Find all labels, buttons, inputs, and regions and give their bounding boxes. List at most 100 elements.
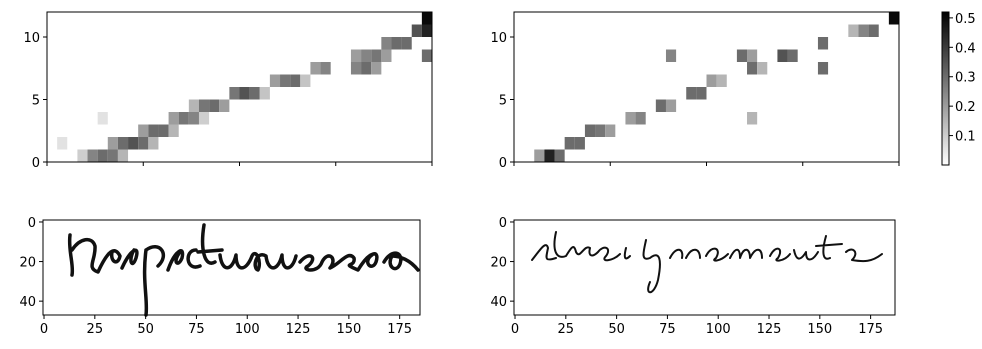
heatmap-cell: [584, 124, 596, 137]
x-tick-label: 25: [87, 322, 104, 337]
heatmap-cell: [574, 137, 585, 150]
heatmap-cell: [391, 37, 402, 50]
x-tick-label: 175: [387, 322, 412, 337]
heatmap-cell: [421, 12, 432, 25]
heatmap-cell: [696, 87, 707, 100]
x-tick-label: 0: [40, 322, 48, 337]
heatmap-cell: [138, 137, 149, 150]
heatmap-cell: [858, 24, 869, 37]
heatmap-cell: [198, 99, 210, 112]
y-tick-label: 5: [499, 94, 507, 109]
y-tick-label: 10: [23, 31, 40, 46]
y-tick-label: 20: [490, 256, 507, 271]
x-tick-label: 50: [608, 322, 625, 337]
heatmap-cell: [665, 49, 677, 62]
heatmap-cell: [635, 112, 646, 125]
y-tick-label: 5: [32, 94, 40, 109]
heatmap-cell: [259, 87, 270, 100]
heatmap-cell: [411, 24, 422, 37]
x-tick-label: 25: [558, 322, 575, 337]
heatmap-cell: [117, 137, 129, 150]
heatmap-cell: [817, 37, 829, 50]
heatmap-cell: [188, 99, 199, 112]
colorbar: [941, 11, 950, 166]
heatmap-cell: [421, 49, 432, 62]
heatmap-cell: [198, 112, 210, 125]
y-tick-label: 10: [490, 31, 507, 46]
colorbar-tick-label: 0.2: [955, 100, 976, 115]
plot-frame: [42, 219, 421, 316]
heatmap-cell: [544, 149, 555, 162]
heatmap-cell: [209, 99, 220, 112]
y-tick-label: 40: [490, 295, 507, 310]
x-tick-label: 150: [336, 322, 361, 337]
heatmap-cell: [757, 62, 768, 75]
x-tick-label: 125: [286, 322, 311, 337]
heatmap-cell: [269, 74, 281, 87]
handwriting-image: [67, 223, 420, 317]
heatmap-cell: [107, 137, 118, 150]
heatmap-cell: [350, 62, 362, 75]
colorbar-tick-label: 0.5: [955, 12, 976, 27]
heatmap-cell: [97, 112, 108, 125]
heatmap-cell: [97, 149, 108, 162]
heatmap-cell: [290, 74, 301, 87]
x-tick-label: 50: [137, 322, 154, 337]
heatmap-cell: [401, 37, 412, 50]
heatmap-cell: [128, 137, 139, 150]
heatmap-cell: [595, 124, 606, 137]
y-tick-label: 20: [19, 256, 36, 271]
heatmap-cell: [534, 149, 545, 162]
heatmap-cell: [350, 49, 362, 62]
y-tick-label: 0: [499, 216, 507, 231]
heatmap-cell: [706, 74, 717, 87]
x-tick-label: 175: [858, 322, 883, 337]
heatmap-cell: [421, 24, 432, 37]
heatmap-cell: [777, 49, 788, 62]
x-tick-label: 150: [807, 322, 832, 337]
heatmap-cell: [868, 24, 879, 37]
heatmap-cell: [168, 124, 179, 137]
heatmap-cell: [320, 62, 331, 75]
y-tick-label: 40: [19, 295, 36, 310]
heatmap-cell: [686, 87, 697, 100]
heatmap-cell: [77, 149, 88, 162]
heatmap-cell: [564, 137, 575, 150]
y-tick-label: 0: [32, 156, 40, 171]
heatmap-cell: [625, 112, 636, 125]
x-tick-label: 100: [235, 322, 260, 337]
y-tick-label: 0: [28, 216, 36, 231]
heatmap-cell: [665, 99, 677, 112]
heatmap-cell: [817, 62, 829, 75]
colorbar-tick-label: 0.4: [955, 41, 976, 56]
heatmap-cell: [300, 74, 311, 87]
plot-frame: [513, 219, 896, 316]
heatmap-cell: [554, 149, 565, 162]
y-tick-label: 0: [499, 156, 507, 171]
heatmap-cell: [361, 62, 372, 75]
heatmap-cell: [381, 37, 392, 50]
heatmap-cell: [148, 137, 159, 150]
heatmap-cell: [747, 112, 758, 125]
heatmap-cell: [107, 149, 118, 162]
handwriting-image: [531, 231, 883, 294]
heatmap-cell: [117, 149, 129, 162]
heatmap-cell: [371, 49, 382, 62]
heatmap-cell: [219, 99, 230, 112]
heatmap-cell: [888, 12, 899, 25]
heatmap-cell: [310, 62, 321, 75]
heatmap-cell: [178, 112, 189, 125]
heatmap-cell: [848, 24, 859, 37]
heatmap-cell: [655, 99, 666, 112]
heatmap-cell: [381, 49, 392, 62]
heatmap-cell: [736, 49, 748, 62]
x-tick-label: 125: [757, 322, 782, 337]
heatmap-cell: [158, 124, 169, 137]
heatmap-cell: [148, 124, 159, 137]
heatmap-cell: [747, 62, 758, 75]
x-tick-label: 0: [511, 322, 519, 337]
heatmap-cell: [229, 87, 240, 100]
heatmap-cell: [605, 124, 616, 137]
heatmap-cell: [57, 137, 68, 150]
